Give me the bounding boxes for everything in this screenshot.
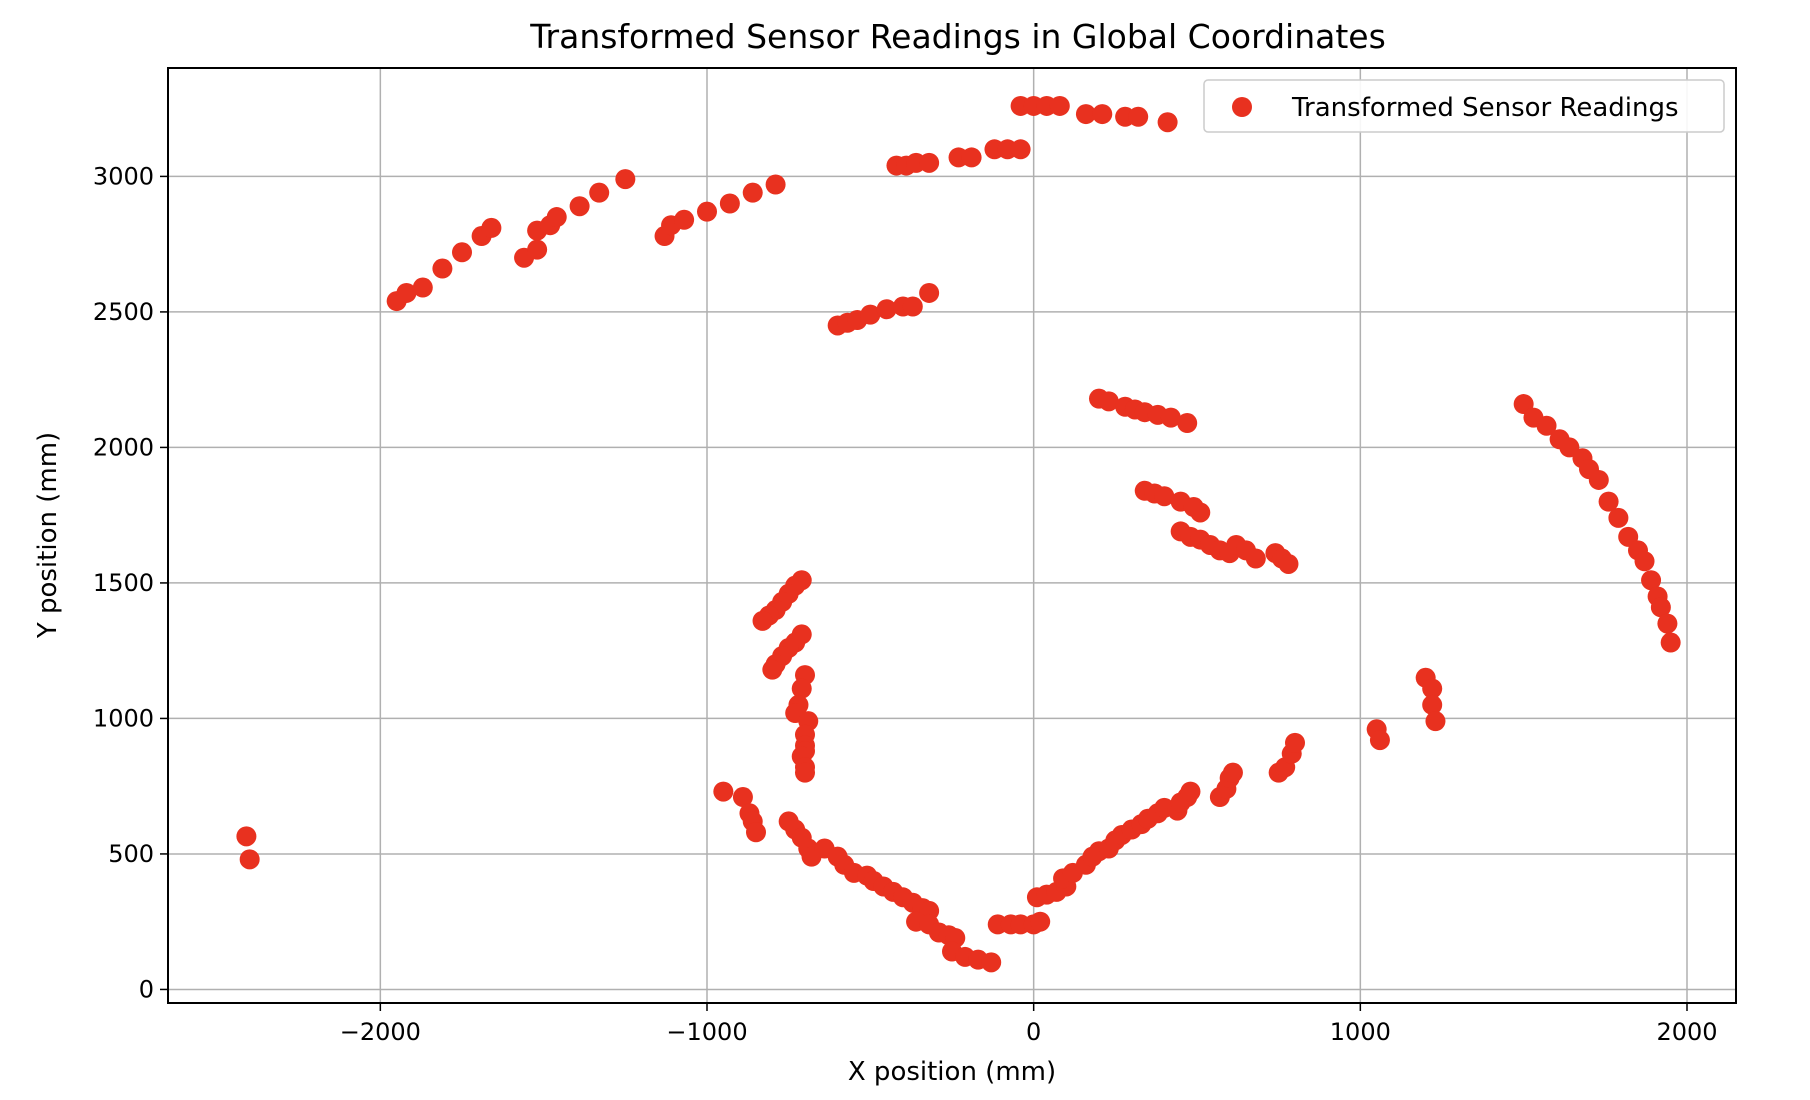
data-points — [236, 95, 1681, 973]
data-point — [1180, 781, 1201, 802]
x-axis-label: X position (mm) — [848, 1057, 1056, 1087]
legend-label: Transformed Sensor Readings — [1291, 93, 1679, 123]
data-point — [1245, 548, 1266, 569]
data-point — [1049, 95, 1070, 116]
data-point — [1030, 911, 1051, 932]
data-point — [1075, 104, 1096, 125]
data-point — [860, 304, 881, 325]
data-point — [791, 678, 812, 699]
axis-ticks: −2000 −1000 0 1000 2000 0 500 1000 1500 2000 2500 3… — [93, 162, 1718, 1046]
data-point — [432, 258, 453, 279]
data-point — [1157, 112, 1178, 133]
data-point — [902, 296, 923, 317]
chart-title: Transformed Sensor Readings in Global Co… — [529, 17, 1386, 56]
data-point — [752, 610, 773, 631]
data-point — [719, 193, 740, 214]
data-point — [1634, 551, 1655, 572]
legend-box — [1203, 79, 1725, 133]
data-point — [615, 169, 636, 190]
data-point — [1641, 570, 1662, 591]
data-point — [1092, 104, 1113, 125]
data-point — [1222, 762, 1243, 783]
y-axis-label: Y position (mm) — [33, 432, 63, 639]
data-point — [919, 282, 940, 303]
data-point — [795, 762, 815, 783]
data-point — [961, 147, 982, 168]
x-tick-label: −2000 — [340, 1018, 421, 1046]
data-point — [674, 209, 695, 230]
data-point — [1177, 413, 1198, 434]
data-point — [239, 849, 260, 870]
data-point — [1098, 391, 1119, 412]
data-point — [546, 207, 567, 228]
data-point — [452, 242, 472, 263]
legend-marker — [1232, 97, 1252, 117]
data-point — [1588, 469, 1609, 490]
data-point — [1190, 502, 1211, 523]
data-point — [569, 196, 590, 217]
grid — [168, 68, 1736, 1003]
data-point — [876, 299, 897, 320]
data-point — [1285, 732, 1305, 753]
data-point — [742, 182, 763, 203]
data-point — [1010, 139, 1031, 160]
data-point — [1598, 491, 1619, 512]
data-point — [746, 822, 766, 843]
data-point — [1422, 678, 1443, 699]
data-point — [732, 787, 753, 808]
data-point — [919, 152, 940, 173]
data-point — [412, 277, 433, 298]
data-point — [981, 952, 1002, 973]
plot-frame — [167, 67, 1737, 1004]
data-point — [1128, 106, 1149, 127]
x-tick-label: 1000 — [1330, 1018, 1391, 1046]
data-point — [762, 659, 783, 680]
data-point — [1278, 553, 1299, 574]
y-tick-label: 2500 — [93, 298, 154, 326]
data-point — [396, 282, 417, 303]
y-tick-label: 1000 — [93, 704, 154, 732]
data-point — [236, 826, 257, 847]
x-tick-label: −1000 — [666, 1018, 747, 1046]
legend: Transformed Sensor Readings — [1203, 79, 1725, 133]
data-point — [1422, 694, 1443, 715]
data-point — [765, 174, 786, 195]
y-tick-label: 3000 — [93, 162, 154, 190]
data-point — [481, 217, 502, 238]
y-tick-label: 1500 — [93, 569, 154, 597]
y-tick-label: 2000 — [93, 433, 154, 461]
data-point — [1657, 613, 1678, 634]
data-point — [1660, 632, 1681, 653]
y-tick-label: 500 — [108, 840, 154, 868]
data-point — [1160, 407, 1181, 428]
data-point — [527, 239, 548, 260]
data-point — [1369, 730, 1390, 751]
x-tick-label: 0 — [1026, 1018, 1041, 1046]
data-point — [1425, 711, 1446, 732]
data-point — [1536, 415, 1557, 436]
data-point — [1154, 486, 1175, 507]
x-tick-label: 2000 — [1656, 1018, 1717, 1046]
data-point — [1608, 507, 1629, 528]
data-point — [589, 182, 610, 203]
y-tick-label: 0 — [139, 975, 154, 1003]
data-point — [1650, 597, 1671, 618]
data-point — [697, 201, 717, 222]
data-point — [713, 781, 734, 802]
